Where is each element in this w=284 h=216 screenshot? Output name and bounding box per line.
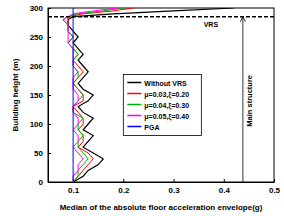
legend-swatch bbox=[127, 93, 141, 95]
x-tick-mark bbox=[224, 179, 225, 182]
series-line bbox=[63, 8, 118, 182]
x-axis: 0.1 0.2 0.3 0.4 0.5 bbox=[49, 179, 281, 195]
y-tick-mark bbox=[48, 37, 51, 38]
legend-swatch bbox=[127, 104, 141, 106]
lines bbox=[48, 8, 274, 182]
x-tick-label: 0.3 bbox=[168, 186, 180, 195]
y-tick: 300 bbox=[30, 4, 51, 13]
y-tick: 100 bbox=[30, 120, 51, 129]
legend-label: Without VRS bbox=[144, 80, 187, 87]
y-tick-label: 200 bbox=[30, 62, 44, 71]
legend-swatch bbox=[127, 82, 141, 84]
main-structure-label: Main structure bbox=[245, 75, 254, 127]
x-tick: 0.4 bbox=[219, 179, 231, 195]
chart-svg: 0.1 0.2 0.3 0.4 0.5 0 50 100 150 200 250 300 Median … bbox=[0, 0, 284, 216]
series-line bbox=[63, 8, 123, 182]
x-tick-label: 0.1 bbox=[68, 186, 80, 195]
main-structure-arrow bbox=[240, 17, 245, 22]
y-tick-mark bbox=[48, 124, 51, 125]
x-tick: 0.3 bbox=[168, 179, 180, 195]
plot-frame bbox=[48, 8, 274, 182]
x-tick: 0.5 bbox=[269, 179, 281, 195]
y-tick-mark bbox=[48, 95, 51, 96]
legend-swatch bbox=[127, 126, 141, 128]
y-tick-mark bbox=[48, 66, 51, 67]
y-tick-label: 0 bbox=[39, 178, 44, 187]
x-tick-mark bbox=[123, 179, 124, 182]
chart-container: 0.1 0.2 0.3 0.4 0.5 0 50 100 150 200 250 300 Median … bbox=[0, 0, 284, 216]
y-tick-mark bbox=[48, 182, 51, 183]
y-axis: 0 50 100 150 200 250 300 bbox=[30, 4, 51, 187]
y-tick-label: 250 bbox=[30, 33, 44, 42]
y-tick-mark bbox=[48, 8, 51, 9]
x-axis-line bbox=[49, 182, 275, 183]
y-tick: 150 bbox=[30, 91, 51, 100]
y-tick-label: 100 bbox=[30, 120, 44, 129]
y-tick: 50 bbox=[34, 149, 51, 158]
vrs-label: VRS bbox=[204, 21, 219, 28]
y-tick: 200 bbox=[30, 62, 51, 71]
legend-label: μ=0.04,ξ=0.30 bbox=[144, 102, 189, 110]
legend-label: PGA bbox=[144, 124, 159, 131]
legend-label: μ=0.05,ξ=0.40 bbox=[144, 113, 189, 121]
y-tick: 0 bbox=[39, 178, 51, 187]
y-axis-title: Building height (m) bbox=[11, 58, 20, 131]
x-tick-label: 0.2 bbox=[118, 186, 130, 195]
legend-box bbox=[123, 75, 201, 136]
series-line bbox=[68, 8, 234, 182]
main-structure-bracket bbox=[242, 17, 243, 182]
x-tick-mark bbox=[174, 179, 175, 182]
legend-swatch bbox=[127, 115, 141, 117]
y-tick-label: 150 bbox=[30, 91, 44, 100]
y-tick: 250 bbox=[30, 33, 51, 42]
x-tick-label: 0.4 bbox=[219, 186, 231, 195]
legend: Without VRS μ=0.03,ξ=0.20 μ=0.04,ξ=0.30 μ=0… bbox=[123, 75, 201, 136]
x-axis-title: Median of the absolute floor acceleratio… bbox=[60, 203, 263, 212]
plot: 0.1 0.2 0.3 0.4 0.5 0 50 100 150 200 250 300 Median … bbox=[11, 4, 281, 212]
series-line bbox=[73, 8, 74, 182]
legend-label: μ=0.03,ξ=0.20 bbox=[144, 91, 189, 99]
vrs-line bbox=[48, 16, 274, 17]
x-tick-label: 0.5 bbox=[269, 186, 281, 195]
x-tick-mark bbox=[274, 179, 275, 182]
y-tick-label: 50 bbox=[34, 149, 43, 158]
y-tick-label: 300 bbox=[30, 4, 44, 13]
y-tick-mark bbox=[48, 153, 51, 154]
x-tick: 0.2 bbox=[118, 179, 130, 195]
